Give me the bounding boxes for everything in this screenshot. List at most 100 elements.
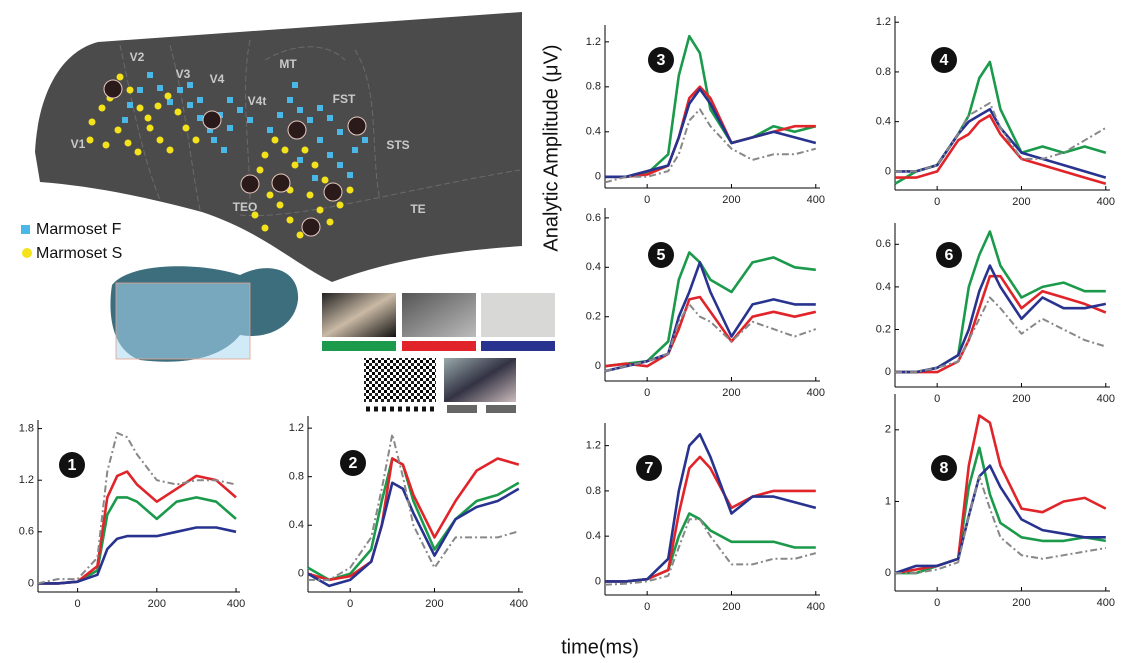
site-dot: [317, 207, 324, 214]
legend-dot: [22, 248, 32, 258]
y-tick-label: 0: [885, 366, 891, 378]
series-line: [605, 36, 816, 177]
series-line: [308, 459, 519, 580]
site-square: [127, 102, 133, 108]
y-tick-label: 0.8: [586, 81, 601, 93]
site-square: [167, 99, 173, 105]
y-tick-label: 1.2: [586, 440, 601, 452]
x-tick-label: 200: [722, 387, 740, 399]
area-label: V4: [210, 72, 225, 86]
site-square: [337, 129, 343, 135]
site-dot: [193, 137, 200, 144]
x-tick-label: 400: [807, 601, 825, 613]
stimulus-object: [481, 293, 555, 337]
site-square: [337, 162, 343, 168]
series-line: [605, 514, 816, 582]
x-tick-label: 0: [644, 387, 650, 399]
stimulus-face: [322, 293, 396, 337]
x-tick-label: 400: [510, 598, 528, 610]
y-tick-label: 0: [298, 568, 304, 580]
series-line: [895, 103, 1106, 171]
site-dot: [157, 137, 164, 144]
bar-body: [402, 341, 476, 351]
site-dot: [117, 74, 124, 81]
site-square: [362, 137, 368, 143]
series-line: [38, 497, 236, 583]
site-dot: [327, 219, 334, 226]
y-tick-label: 1.8: [19, 423, 34, 435]
x-tick-label: 400: [1097, 196, 1115, 208]
stimulus-cloud: [444, 358, 516, 402]
y-tick-label: 0: [28, 577, 34, 589]
site-badge: [104, 80, 122, 98]
site-badge: [302, 218, 320, 236]
x-tick-label: 400: [807, 387, 825, 399]
site-square: [247, 117, 253, 123]
y-tick-label: 0.8: [876, 66, 891, 78]
series-line: [895, 416, 1106, 574]
x-tick-label: 0: [347, 598, 353, 610]
site-square: [187, 82, 193, 88]
y-tick-label: 0.8: [586, 485, 601, 497]
site-dot: [175, 109, 182, 116]
series-line: [605, 89, 816, 177]
y-tick-label: 0.2: [876, 323, 891, 335]
site-square: [122, 117, 128, 123]
site-square: [187, 102, 193, 108]
y-axis-title: Analytic Amplitude (μV): [540, 44, 562, 251]
site-dot: [292, 162, 299, 169]
site-dot: [337, 202, 344, 209]
x-tick-label: 200: [148, 598, 166, 610]
site-dot: [115, 127, 122, 134]
panel-number: 8: [940, 460, 949, 477]
series-line: [895, 62, 1106, 184]
site-square: [227, 125, 233, 131]
panel-number: 3: [657, 52, 666, 69]
site-dot: [167, 147, 174, 154]
area-label: STS: [386, 138, 409, 152]
area-label: V2: [130, 50, 145, 64]
panel-number: 4: [940, 52, 949, 69]
series-line: [605, 253, 816, 367]
y-tick-label: 0: [885, 165, 891, 177]
x-tick-label: 0: [934, 196, 940, 208]
site-square: [352, 147, 358, 153]
stimulus-noise: [364, 358, 436, 402]
site-square: [157, 85, 163, 91]
y-tick-label: 1: [885, 495, 891, 507]
legend-label: Marmoset F: [36, 221, 122, 238]
site-badge: [348, 117, 366, 135]
area-label: TE: [410, 202, 425, 216]
y-tick-label: 0: [595, 171, 601, 183]
series-line: [605, 297, 816, 366]
stimulus-body: [402, 293, 476, 337]
site-square: [327, 115, 333, 121]
x-tick-label: 0: [934, 393, 940, 405]
series-line: [605, 109, 816, 182]
site-dot: [307, 192, 314, 199]
area-label: FST: [333, 92, 356, 106]
site-dot: [272, 137, 279, 144]
area-label: V1: [71, 137, 86, 151]
legend-square: [21, 225, 30, 234]
series-line: [605, 457, 816, 582]
site-dot: [89, 119, 96, 126]
x-tick-label: 400: [807, 194, 825, 206]
site-dot: [137, 105, 144, 112]
site-dot: [147, 125, 154, 132]
site-dot: [297, 232, 304, 239]
site-square: [197, 97, 203, 103]
site-square: [277, 112, 283, 118]
site-dot: [87, 137, 94, 144]
x-tick-label: 400: [227, 598, 245, 610]
series-line: [308, 434, 519, 580]
site-badge: [203, 111, 221, 129]
site-square: [297, 157, 303, 163]
site-dot: [262, 225, 269, 232]
site-dot: [257, 167, 264, 174]
series-line: [895, 276, 1106, 372]
site-square: [292, 82, 298, 88]
site-dot: [302, 147, 309, 154]
site-dot: [165, 93, 172, 100]
site-square: [177, 87, 183, 93]
